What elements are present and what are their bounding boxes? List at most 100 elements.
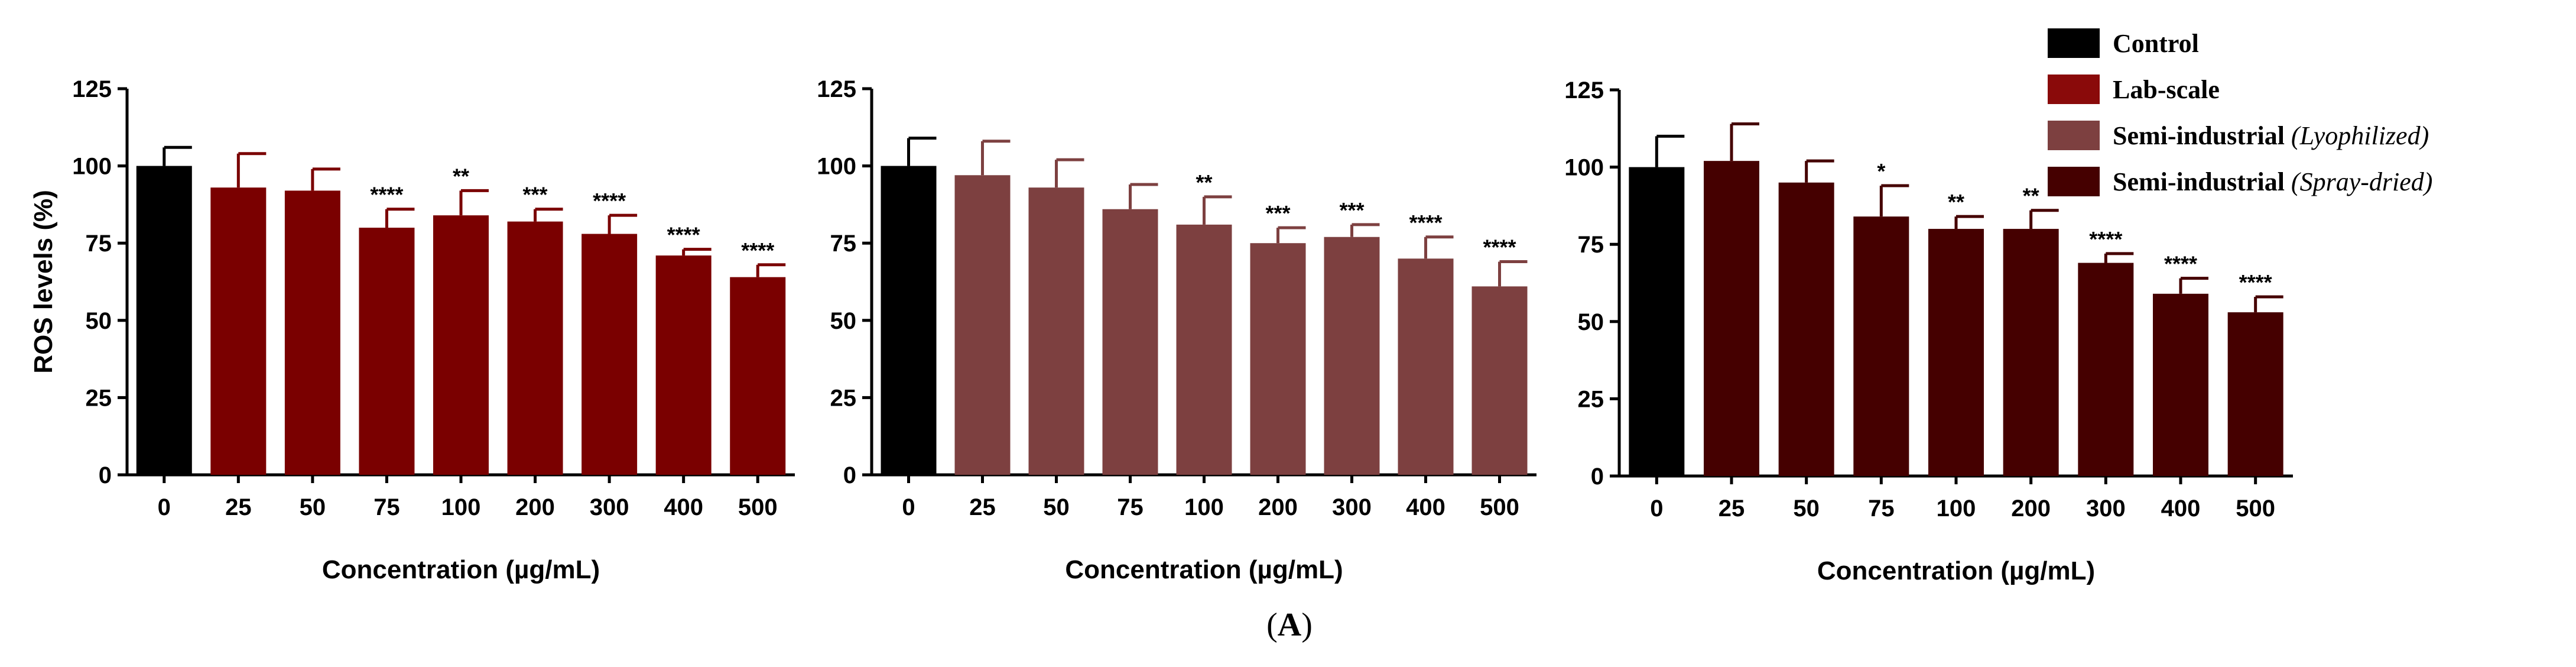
bar [2078, 263, 2134, 476]
x-tick-label: 100 [1937, 496, 1976, 522]
y-tick-label: 75 [1578, 232, 1604, 258]
legend-label-italic: (Lyophilized) [2291, 121, 2429, 150]
y-tick-label: 75 [830, 231, 857, 257]
bar [210, 187, 267, 475]
significance-label: **** [741, 238, 774, 263]
x-tick-label: 0 [158, 494, 171, 520]
bar [433, 215, 489, 475]
bar [881, 166, 937, 475]
bar [1778, 182, 1834, 476]
legend-label: Semi-industrial [2113, 121, 2291, 150]
bar [1398, 258, 1454, 475]
y-tick-label: 100 [817, 154, 856, 180]
x-tick-label: 25 [969, 494, 996, 520]
y-tick-label: 50 [86, 308, 112, 334]
significance-label: **** [370, 183, 403, 207]
bar [1629, 167, 1685, 477]
significance-label: **** [1483, 235, 1516, 260]
y-tick-label: 25 [1578, 386, 1604, 412]
x-tick-label: 0 [902, 494, 915, 520]
chart-panel-middle: 0 25 50 75 100 125 0 25 50 75 100 ** 200 *** 300 *** 400… [817, 76, 1536, 584]
y-tick-label: 0 [843, 462, 856, 488]
x-tick-label: 200 [515, 494, 555, 520]
x-tick-label: 300 [590, 494, 629, 520]
significance-label: **** [667, 223, 700, 247]
x-tick-label: 300 [1332, 494, 1372, 520]
x-tick-label: 200 [2011, 496, 2051, 522]
bar [2227, 312, 2283, 476]
legend-entry: Lab-scale [2113, 75, 2220, 104]
bar [1704, 161, 1759, 477]
significance-label: ** [1948, 190, 1964, 214]
significance-label: **** [593, 189, 626, 213]
chart-panel-left: 0 25 50 75 100 125 0 25 50 75 **** 100 ** 200 *** 300 **… [29, 76, 795, 584]
chart-panel-right: 0 25 50 75 100 125 0 25 50 75 * 100 ** 200 ** 300 **** 40… [1564, 77, 2293, 585]
bar [582, 234, 638, 475]
bar [1853, 216, 1909, 476]
x-tick-label: 400 [1406, 494, 1445, 520]
y-tick-label: 75 [86, 231, 112, 257]
legend-entry: Control [2113, 29, 2199, 58]
x-tick-label: 25 [225, 494, 252, 520]
y-tick-label: 100 [72, 154, 112, 180]
significance-label: ** [2023, 184, 2039, 208]
legend-swatch [2048, 121, 2100, 150]
bar [2003, 229, 2059, 476]
x-axis-title: Concentration (µg/mL) [322, 555, 600, 584]
y-tick-label: 125 [1564, 77, 1604, 103]
legend-label: Semi-industrial [2113, 167, 2291, 196]
x-tick-label: 50 [1043, 494, 1070, 520]
x-tick-label: 100 [441, 494, 481, 520]
y-tick-label: 125 [72, 76, 112, 102]
x-tick-label: 75 [1117, 494, 1144, 520]
legend-swatch [2048, 167, 2100, 196]
y-tick-label: 50 [830, 308, 857, 334]
bar [1250, 243, 1306, 475]
significance-label: ** [453, 164, 469, 188]
bar [284, 190, 340, 475]
x-tick-label: 0 [1650, 496, 1663, 522]
x-tick-label: 25 [1719, 496, 1745, 522]
bar [1028, 187, 1084, 475]
y-tick-label: 25 [86, 385, 112, 411]
y-tick-label: 25 [830, 385, 857, 411]
significance-label: *** [1339, 198, 1364, 222]
y-tick-label: 0 [99, 462, 112, 488]
legend: Control Lab-scale Semi-industrial (Lyophil… [2048, 28, 2432, 196]
x-tick-label: 500 [1480, 494, 1519, 520]
panel-label: (A) [1266, 607, 1313, 643]
significance-label: *** [1265, 201, 1290, 225]
legend-swatch [2048, 28, 2100, 58]
bar [507, 221, 563, 475]
significance-label: *** [523, 183, 548, 207]
bar [1324, 237, 1380, 475]
legend-entry: Semi-industrial (Spray-dried) [2113, 167, 2432, 196]
x-tick-label: 300 [2086, 496, 2126, 522]
bar [1471, 286, 1528, 475]
x-tick-label: 75 [1868, 496, 1895, 522]
x-tick-label: 400 [2161, 496, 2201, 522]
bar [730, 277, 786, 475]
legend-label: Lab-scale [2113, 75, 2220, 104]
bar [1928, 229, 1984, 476]
significance-label: ** [1196, 170, 1212, 195]
legend-label: Control [2113, 29, 2199, 58]
x-tick-label: 400 [664, 494, 703, 520]
significance-label: **** [2239, 270, 2272, 294]
significance-label: * [1877, 159, 1885, 183]
legend-entry: Semi-industrial (Lyophilized) [2113, 121, 2429, 150]
bar [136, 166, 192, 475]
significance-label: **** [1409, 211, 1442, 235]
bar [954, 175, 1011, 475]
x-tick-label: 50 [1793, 496, 1820, 522]
bar [655, 255, 712, 475]
significance-label: **** [2164, 252, 2197, 276]
x-tick-label: 200 [1258, 494, 1298, 520]
x-axis-title: Concentration (µg/mL) [1817, 556, 2095, 585]
x-tick-label: 100 [1184, 494, 1224, 520]
x-tick-label: 50 [300, 494, 326, 520]
bar [2153, 293, 2208, 476]
bar [359, 228, 415, 475]
x-tick-label: 500 [738, 494, 778, 520]
